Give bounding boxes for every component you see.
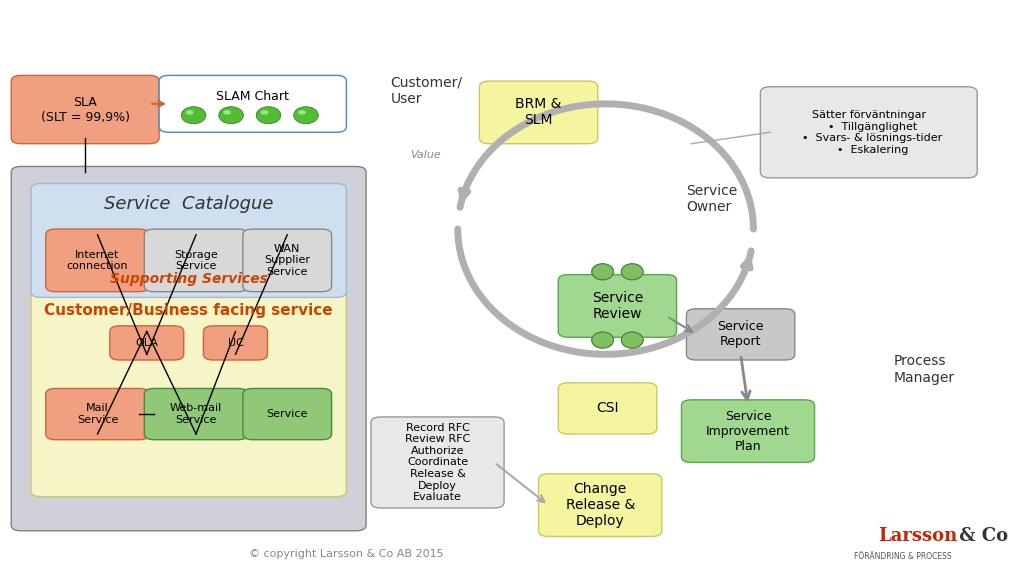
Ellipse shape [218, 107, 244, 124]
Ellipse shape [591, 332, 614, 348]
Text: Service
Report: Service Report [717, 320, 764, 348]
Text: Web-mail
Service: Web-mail Service [170, 403, 223, 425]
Text: Service
Owner: Service Owner [687, 184, 738, 214]
Ellipse shape [591, 264, 614, 280]
Text: Service
Improvement
Plan: Service Improvement Plan [706, 410, 790, 452]
Ellipse shape [224, 110, 231, 114]
FancyBboxPatch shape [144, 388, 248, 440]
FancyBboxPatch shape [760, 87, 977, 178]
Text: Customer/
User: Customer/ User [391, 76, 462, 106]
FancyBboxPatch shape [243, 388, 331, 440]
FancyBboxPatch shape [480, 81, 597, 144]
FancyBboxPatch shape [46, 229, 149, 292]
FancyBboxPatch shape [538, 474, 661, 537]
FancyBboxPatch shape [11, 166, 366, 531]
Text: Storage
Service: Storage Service [174, 249, 217, 271]
FancyBboxPatch shape [144, 229, 248, 292]
Text: Supporting Services: Supporting Services [110, 272, 267, 286]
Text: Value: Value [409, 150, 441, 160]
Ellipse shape [261, 110, 268, 114]
Text: WAN
Supplier
Service: WAN Supplier Service [264, 244, 310, 277]
Text: Service: Service [266, 409, 308, 419]
FancyBboxPatch shape [203, 326, 267, 360]
Ellipse shape [294, 107, 318, 124]
Text: SLA
(SLT = 99,9%): SLA (SLT = 99,9%) [41, 96, 130, 124]
FancyBboxPatch shape [30, 286, 346, 496]
Text: SLAM Chart: SLAM Chart [216, 90, 290, 102]
Ellipse shape [622, 264, 643, 280]
FancyBboxPatch shape [110, 326, 184, 360]
FancyBboxPatch shape [30, 184, 346, 297]
Text: BRM &
SLM: BRM & SLM [515, 97, 562, 128]
Text: Record RFC
Review RFC
Authorize
Coordinate
Release &
Deploy
Evaluate: Record RFC Review RFC Authorize Coordina… [405, 423, 470, 502]
Text: CSI: CSI [596, 402, 619, 415]
Text: UC: UC [228, 338, 244, 348]
FancyBboxPatch shape [682, 400, 815, 462]
FancyBboxPatch shape [371, 417, 504, 508]
Text: © copyright Larsson & Co AB 2015: © copyright Larsson & Co AB 2015 [249, 549, 444, 559]
FancyBboxPatch shape [558, 383, 657, 434]
Text: Customer/Business facing service: Customer/Business facing service [45, 303, 333, 318]
Ellipse shape [622, 264, 643, 280]
Text: Internet
connection: Internet connection [67, 249, 128, 271]
Ellipse shape [186, 110, 194, 114]
FancyBboxPatch shape [687, 309, 795, 360]
Text: Sätter förväntningar
  •  Tillgänglighet
  •  Svars- & lösnings-tider
  •  Eskal: Sätter förväntningar • Tillgänglighet • … [796, 110, 943, 154]
Ellipse shape [591, 264, 614, 280]
Ellipse shape [256, 107, 280, 124]
Text: Mail
Service: Mail Service [77, 403, 118, 425]
Text: Process
Manager: Process Manager [893, 354, 955, 384]
Text: Service
Review: Service Review [591, 291, 643, 321]
Ellipse shape [591, 332, 614, 348]
Ellipse shape [622, 332, 643, 348]
FancyBboxPatch shape [46, 388, 149, 440]
Text: Service  Catalogue: Service Catalogue [104, 195, 273, 213]
Text: FÖRÄNDRING & PROCESS: FÖRÄNDRING & PROCESS [854, 552, 952, 561]
Text: Change
Release &
Deploy: Change Release & Deploy [566, 482, 635, 529]
FancyBboxPatch shape [243, 229, 331, 292]
FancyBboxPatch shape [558, 275, 677, 337]
Text: & Co: & Co [953, 527, 1008, 546]
Ellipse shape [181, 107, 206, 124]
FancyBboxPatch shape [160, 76, 346, 132]
Ellipse shape [622, 332, 643, 348]
Text: OLA: OLA [135, 338, 158, 348]
Text: Larsson: Larsson [879, 527, 958, 546]
Ellipse shape [298, 110, 306, 114]
FancyBboxPatch shape [11, 76, 160, 144]
